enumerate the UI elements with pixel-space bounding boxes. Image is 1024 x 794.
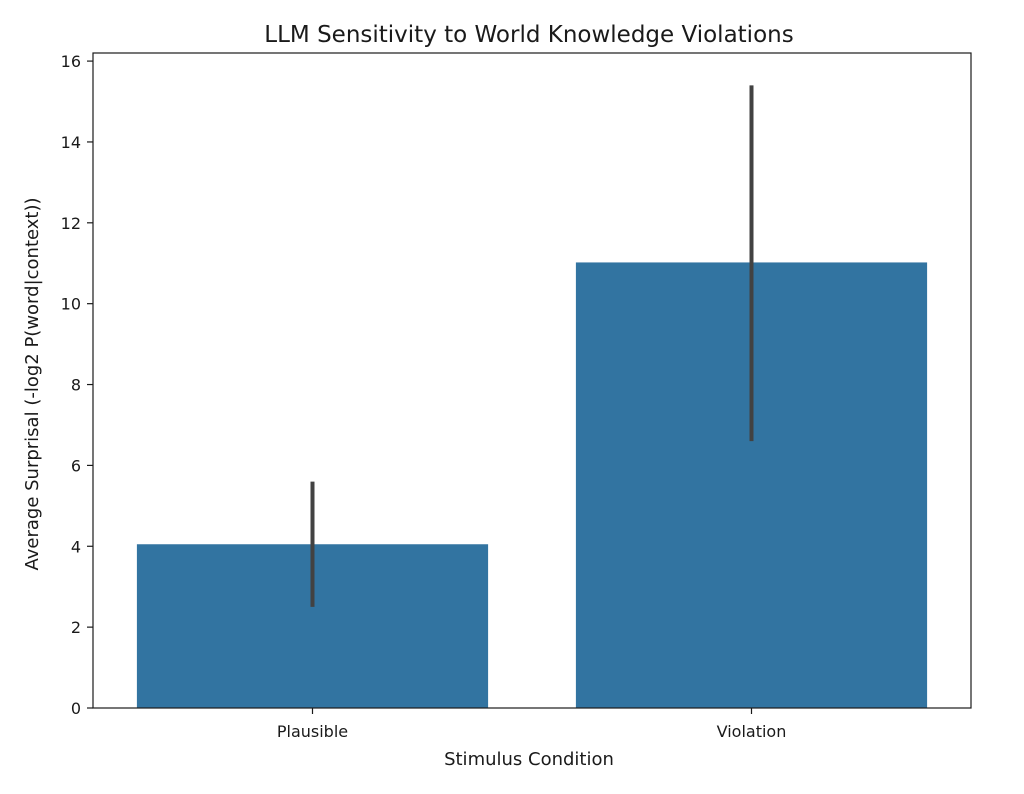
- x-tick-label: Violation: [717, 722, 787, 741]
- y-tick-label: 2: [71, 618, 81, 637]
- error-bars-group: [310, 85, 754, 607]
- x-axis-ticks: Plausible Violation: [277, 708, 787, 741]
- y-tick-label: 4: [71, 537, 81, 556]
- y-tick-label: 8: [71, 376, 81, 395]
- y-tick-label: 14: [61, 133, 81, 152]
- y-axis-label: Average Surprisal (-log2 P(word|context)…: [22, 197, 43, 570]
- x-axis-label: Stimulus Condition: [444, 749, 614, 770]
- plot-frame: [92, 52, 972, 709]
- y-tick-label: 0: [71, 699, 81, 718]
- y-axis-ticks: 0 2 4 6 8 10 12 14 16: [61, 52, 93, 718]
- y-tick-label: 16: [61, 52, 81, 71]
- x-tick-label: Plausible: [277, 722, 348, 741]
- bars-group: [136, 262, 928, 708]
- y-tick-label: 6: [71, 456, 81, 475]
- y-tick-label: 12: [61, 214, 81, 233]
- chart-title: LLM Sensitivity to World Knowledge Viola…: [264, 22, 793, 48]
- y-tick-label: 10: [61, 295, 81, 314]
